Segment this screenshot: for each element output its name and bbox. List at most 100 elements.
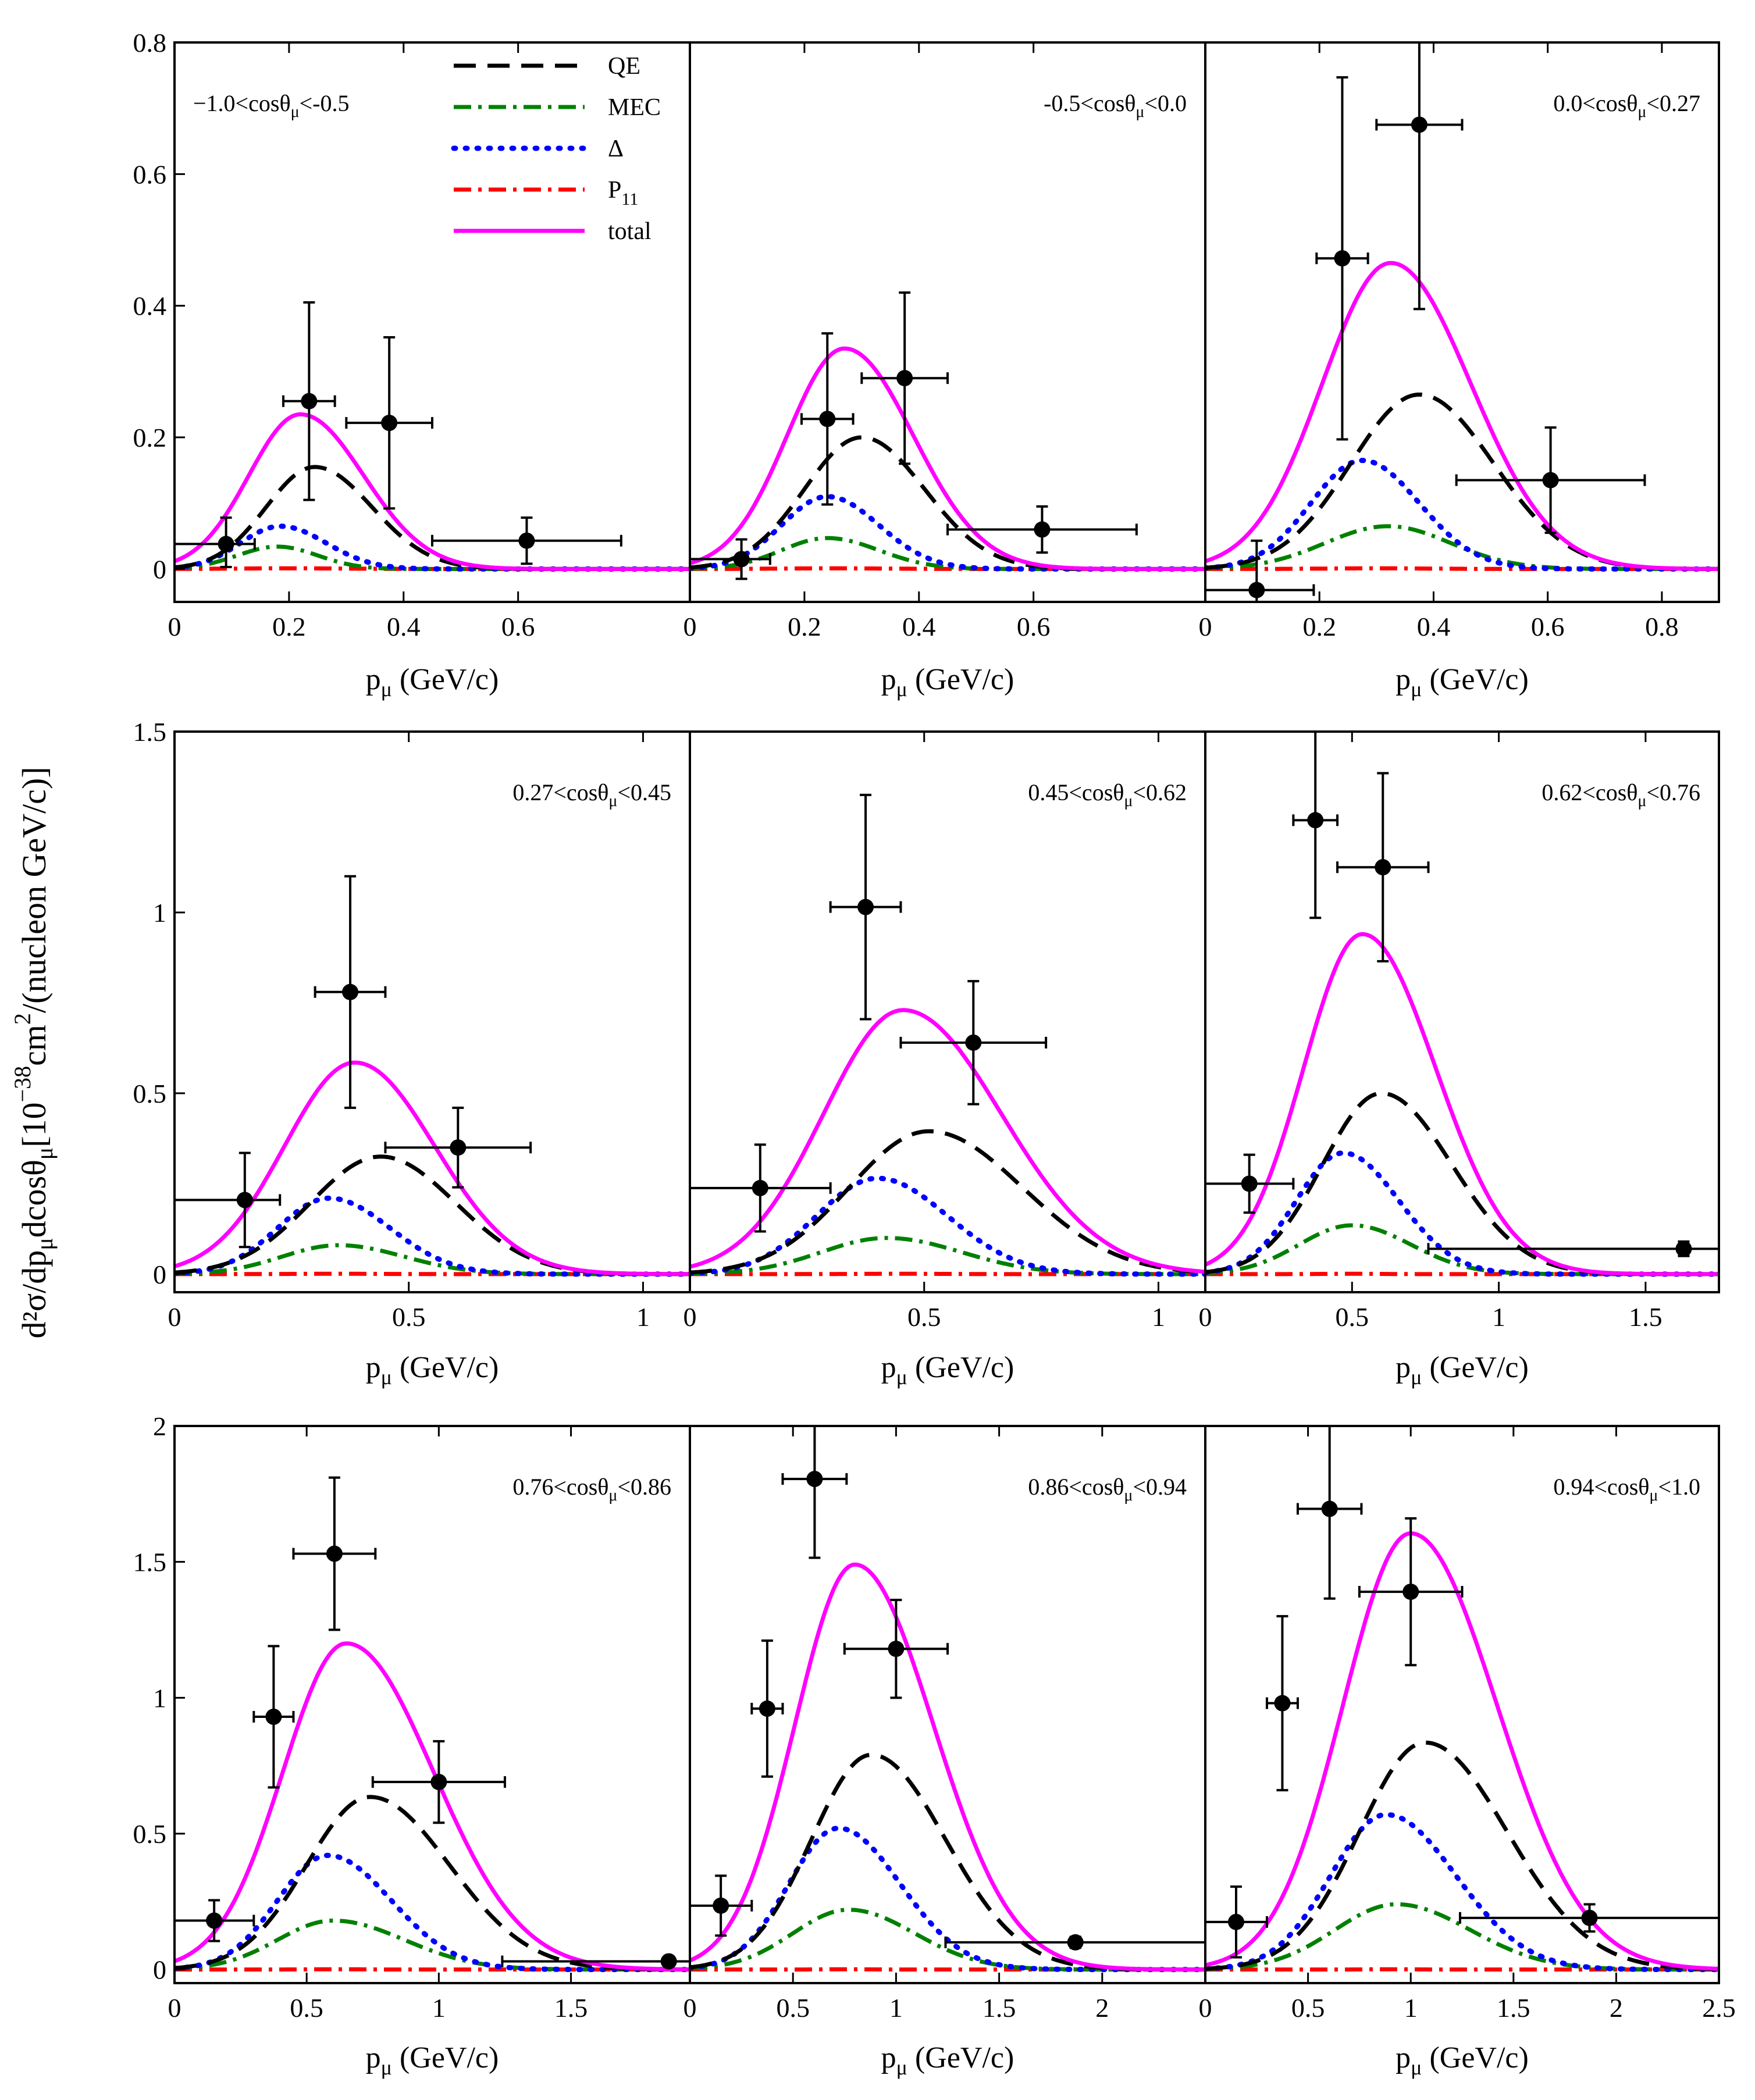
data-point [806, 1471, 823, 1488]
x-axis-label-sub: μ [896, 678, 907, 701]
y-tick-label: 1.5 [133, 1548, 167, 1577]
panel-title: 0.0<cosθμ<0.27 [1553, 90, 1700, 121]
panel-title: 0.45<cosθμ<0.62 [1028, 779, 1187, 810]
x-axis-label: pμ (GeV/c) [366, 663, 499, 701]
x-axis-label-unit: (GeV/c) [1422, 1351, 1528, 1384]
panel-title-sub: μ [291, 103, 300, 121]
data-point [1067, 1934, 1084, 1951]
y-axis-label-mid: dcosθ [15, 1160, 53, 1238]
plot-area [1205, 42, 1719, 602]
y-tick-label: 0.5 [133, 1079, 167, 1108]
panel-title: 0.27<cosθμ<0.45 [512, 779, 671, 810]
data-point [733, 551, 750, 568]
x-tick-label: 0.6 [1017, 612, 1051, 641]
y-axis-label-rest: [10 [15, 1102, 53, 1147]
x-tick-label: 1 [889, 1993, 903, 2023]
curve-delta [1205, 458, 1719, 572]
y-tick-label: 0.8 [133, 28, 167, 58]
panel-title-pre: 0.45<cosθ [1028, 779, 1124, 805]
x-tick-label: 1 [1492, 1302, 1505, 1332]
panel-title-sub: μ [1135, 103, 1144, 121]
y-axis-label-tail: /(nucleon GeV/c)] [15, 766, 53, 1013]
y-tick-label: 1.5 [133, 717, 167, 747]
legend-label-text: MEC [608, 94, 661, 121]
curve-delta [175, 1195, 690, 1277]
x-tick-label: 1.5 [554, 1993, 588, 2023]
x-axis-label-p: p [1396, 663, 1411, 696]
panel-5: 0 0.5 1 1.5pμ (GeV/c)0.62<cosθμ<0.76 [1199, 730, 1720, 1389]
curve-delta [690, 494, 1205, 572]
x-tick-label: 0 [684, 1302, 697, 1332]
panel-title-post: <1.0 [1658, 1474, 1700, 1500]
x-axis-label-p: p [881, 1351, 896, 1384]
y-axis-label: d²σ/dpμdcosθμ[10−38cm2/(nucleon GeV/c)] [9, 766, 58, 1338]
data-point [1581, 1909, 1598, 1926]
data-point [450, 1139, 467, 1156]
data-point [888, 1641, 905, 1657]
x-tick-label: 0.4 [902, 612, 936, 641]
x-axis-label-unit: (GeV/c) [1422, 2041, 1528, 2074]
x-axis-label: pμ (GeV/c) [881, 663, 1014, 701]
data-point [752, 1179, 768, 1196]
curve-total [1205, 261, 1719, 571]
y-axis-label-cm: cm [15, 1025, 53, 1066]
x-tick-label: 0.8 [1645, 612, 1679, 641]
y-axis-label-sub2: μ [31, 1147, 58, 1160]
x-tick-label: 0.4 [1417, 612, 1451, 641]
curve-total [690, 1562, 1205, 1972]
legend-label-text: QE [608, 53, 640, 80]
panel-title-pre: 0.0<cosθ [1553, 90, 1637, 116]
x-tick-label: 0.5 [907, 1302, 941, 1332]
curve-delta [175, 1852, 690, 1973]
y-tick-label: 1 [153, 1683, 166, 1713]
curve-total [175, 412, 690, 571]
panel-title: 0.76<cosθμ<0.86 [512, 1474, 671, 1504]
curve-mec [1205, 1902, 1719, 1972]
x-tick-label: 0.5 [1336, 1302, 1369, 1332]
x-tick-label: 0.5 [776, 1993, 810, 2023]
x-axis-label-unit: (GeV/c) [1422, 663, 1528, 696]
curve-qe [690, 435, 1205, 571]
data-point [1675, 1240, 1692, 1257]
panel-2: 0 0.2 0.4 0.6 0.8pμ (GeV/c)0.0<cosθμ<0.27 [1199, 41, 1720, 701]
x-tick-label: 2.5 [1702, 1993, 1736, 2023]
panel-8: 0 0.5 1 1.5 2 2.5pμ (GeV/c)0.94<cosθμ<1.0 [1199, 1425, 1736, 2079]
x-axis-label-sub: μ [896, 2056, 907, 2079]
panel-title: 0.86<cosθμ<0.94 [1028, 1474, 1187, 1504]
plot-area [175, 301, 690, 572]
y-axis-label-sub1: μ [31, 1238, 58, 1250]
panel-title: 0.62<cosθμ<0.76 [1542, 779, 1700, 810]
data-point [965, 1034, 982, 1051]
x-tick-label: 1 [1152, 1302, 1165, 1332]
data-point [1542, 472, 1559, 489]
curve-total [690, 346, 1205, 571]
panel-title-sub: μ [1124, 792, 1133, 810]
plot-area [690, 793, 1205, 1277]
plot-area [1205, 1426, 1719, 1973]
panel-frame [173, 41, 691, 603]
panel-0: 0 0.2 0.4 0.600.20.40.60.8pμ (GeV/c)−1.0<co… [133, 28, 691, 701]
x-axis-label-sub: μ [1411, 2056, 1422, 2079]
curve-delta [175, 523, 690, 572]
x-tick-label: 0.6 [1531, 612, 1565, 641]
x-axis-label: pμ (GeV/c) [366, 2041, 499, 2079]
panel-title-sub: μ [1637, 792, 1646, 810]
legend-label-sub: 11 [621, 190, 638, 209]
x-tick-label: 0.5 [1291, 1993, 1325, 2023]
x-tick-label: 0 [1199, 1302, 1212, 1332]
panel-title-pre: 0.94<cosθ [1553, 1474, 1649, 1500]
panels-group: 0 0.2 0.4 0.600.20.40.60.8pμ (GeV/c)−1.0<co… [133, 28, 1736, 2079]
x-axis-label-p: p [881, 663, 896, 696]
x-axis-label: pμ (GeV/c) [881, 1351, 1014, 1389]
y-tick-label: 0 [153, 554, 166, 584]
panel-frame [1204, 1425, 1720, 1984]
panel-title-sub: μ [1124, 1486, 1133, 1504]
x-axis-label-p: p [366, 1351, 381, 1384]
x-tick-label: 0 [684, 612, 697, 641]
data-point [1248, 582, 1265, 598]
panel-frame [1204, 730, 1720, 1293]
curve-delta [1205, 1812, 1719, 1973]
